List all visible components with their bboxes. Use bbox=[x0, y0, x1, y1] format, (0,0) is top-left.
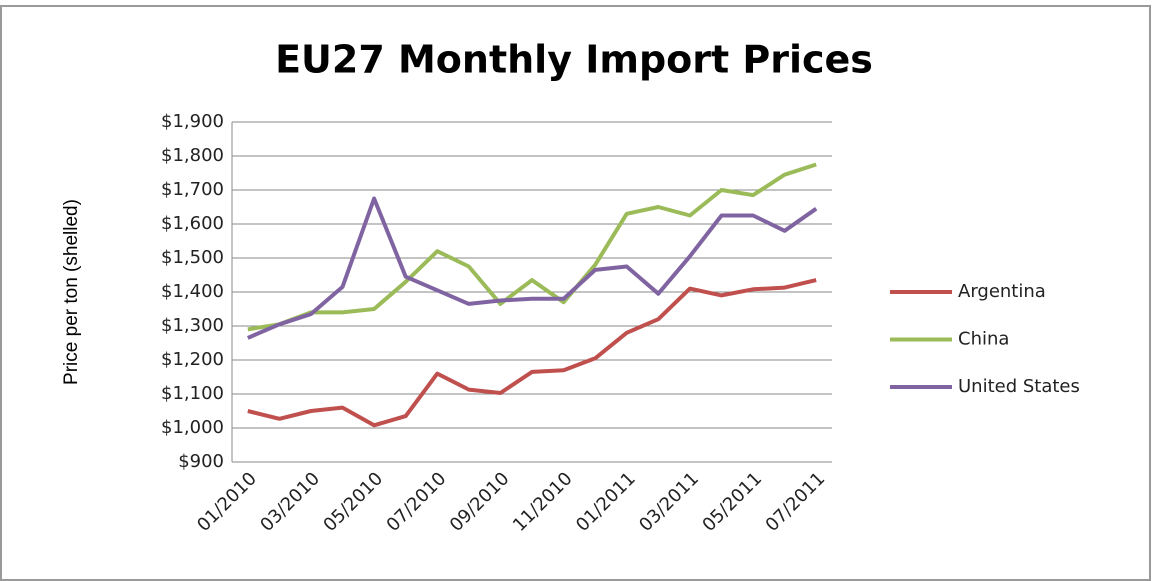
series-line bbox=[247, 278, 817, 428]
y-tick-label: $1,200 bbox=[161, 349, 224, 370]
y-tick-label: $1,900 bbox=[161, 111, 224, 132]
y-tick-label: $1,100 bbox=[161, 383, 224, 404]
series-line bbox=[247, 162, 817, 332]
legend-label: United States bbox=[958, 376, 1080, 397]
y-tick-label: $1,400 bbox=[161, 281, 224, 302]
chart-frame bbox=[0, 5, 1151, 581]
legend-label: Argentina bbox=[958, 281, 1046, 302]
y-tick-label: $1,800 bbox=[161, 145, 224, 166]
y-axis-label: Price per ton (shelled) bbox=[61, 199, 82, 385]
y-tick-label: $1,700 bbox=[161, 179, 224, 200]
y-tick-label: $900 bbox=[178, 451, 224, 472]
chart-title: EU27 Monthly Import Prices bbox=[275, 38, 873, 82]
y-tick-label: $1,500 bbox=[161, 247, 224, 268]
y-tick-label: $1,600 bbox=[161, 213, 224, 234]
legend-label: China bbox=[958, 329, 1009, 350]
series-line bbox=[247, 196, 818, 340]
y-tick-label: $1,000 bbox=[161, 417, 224, 438]
y-tick-label: $1,300 bbox=[161, 315, 224, 336]
